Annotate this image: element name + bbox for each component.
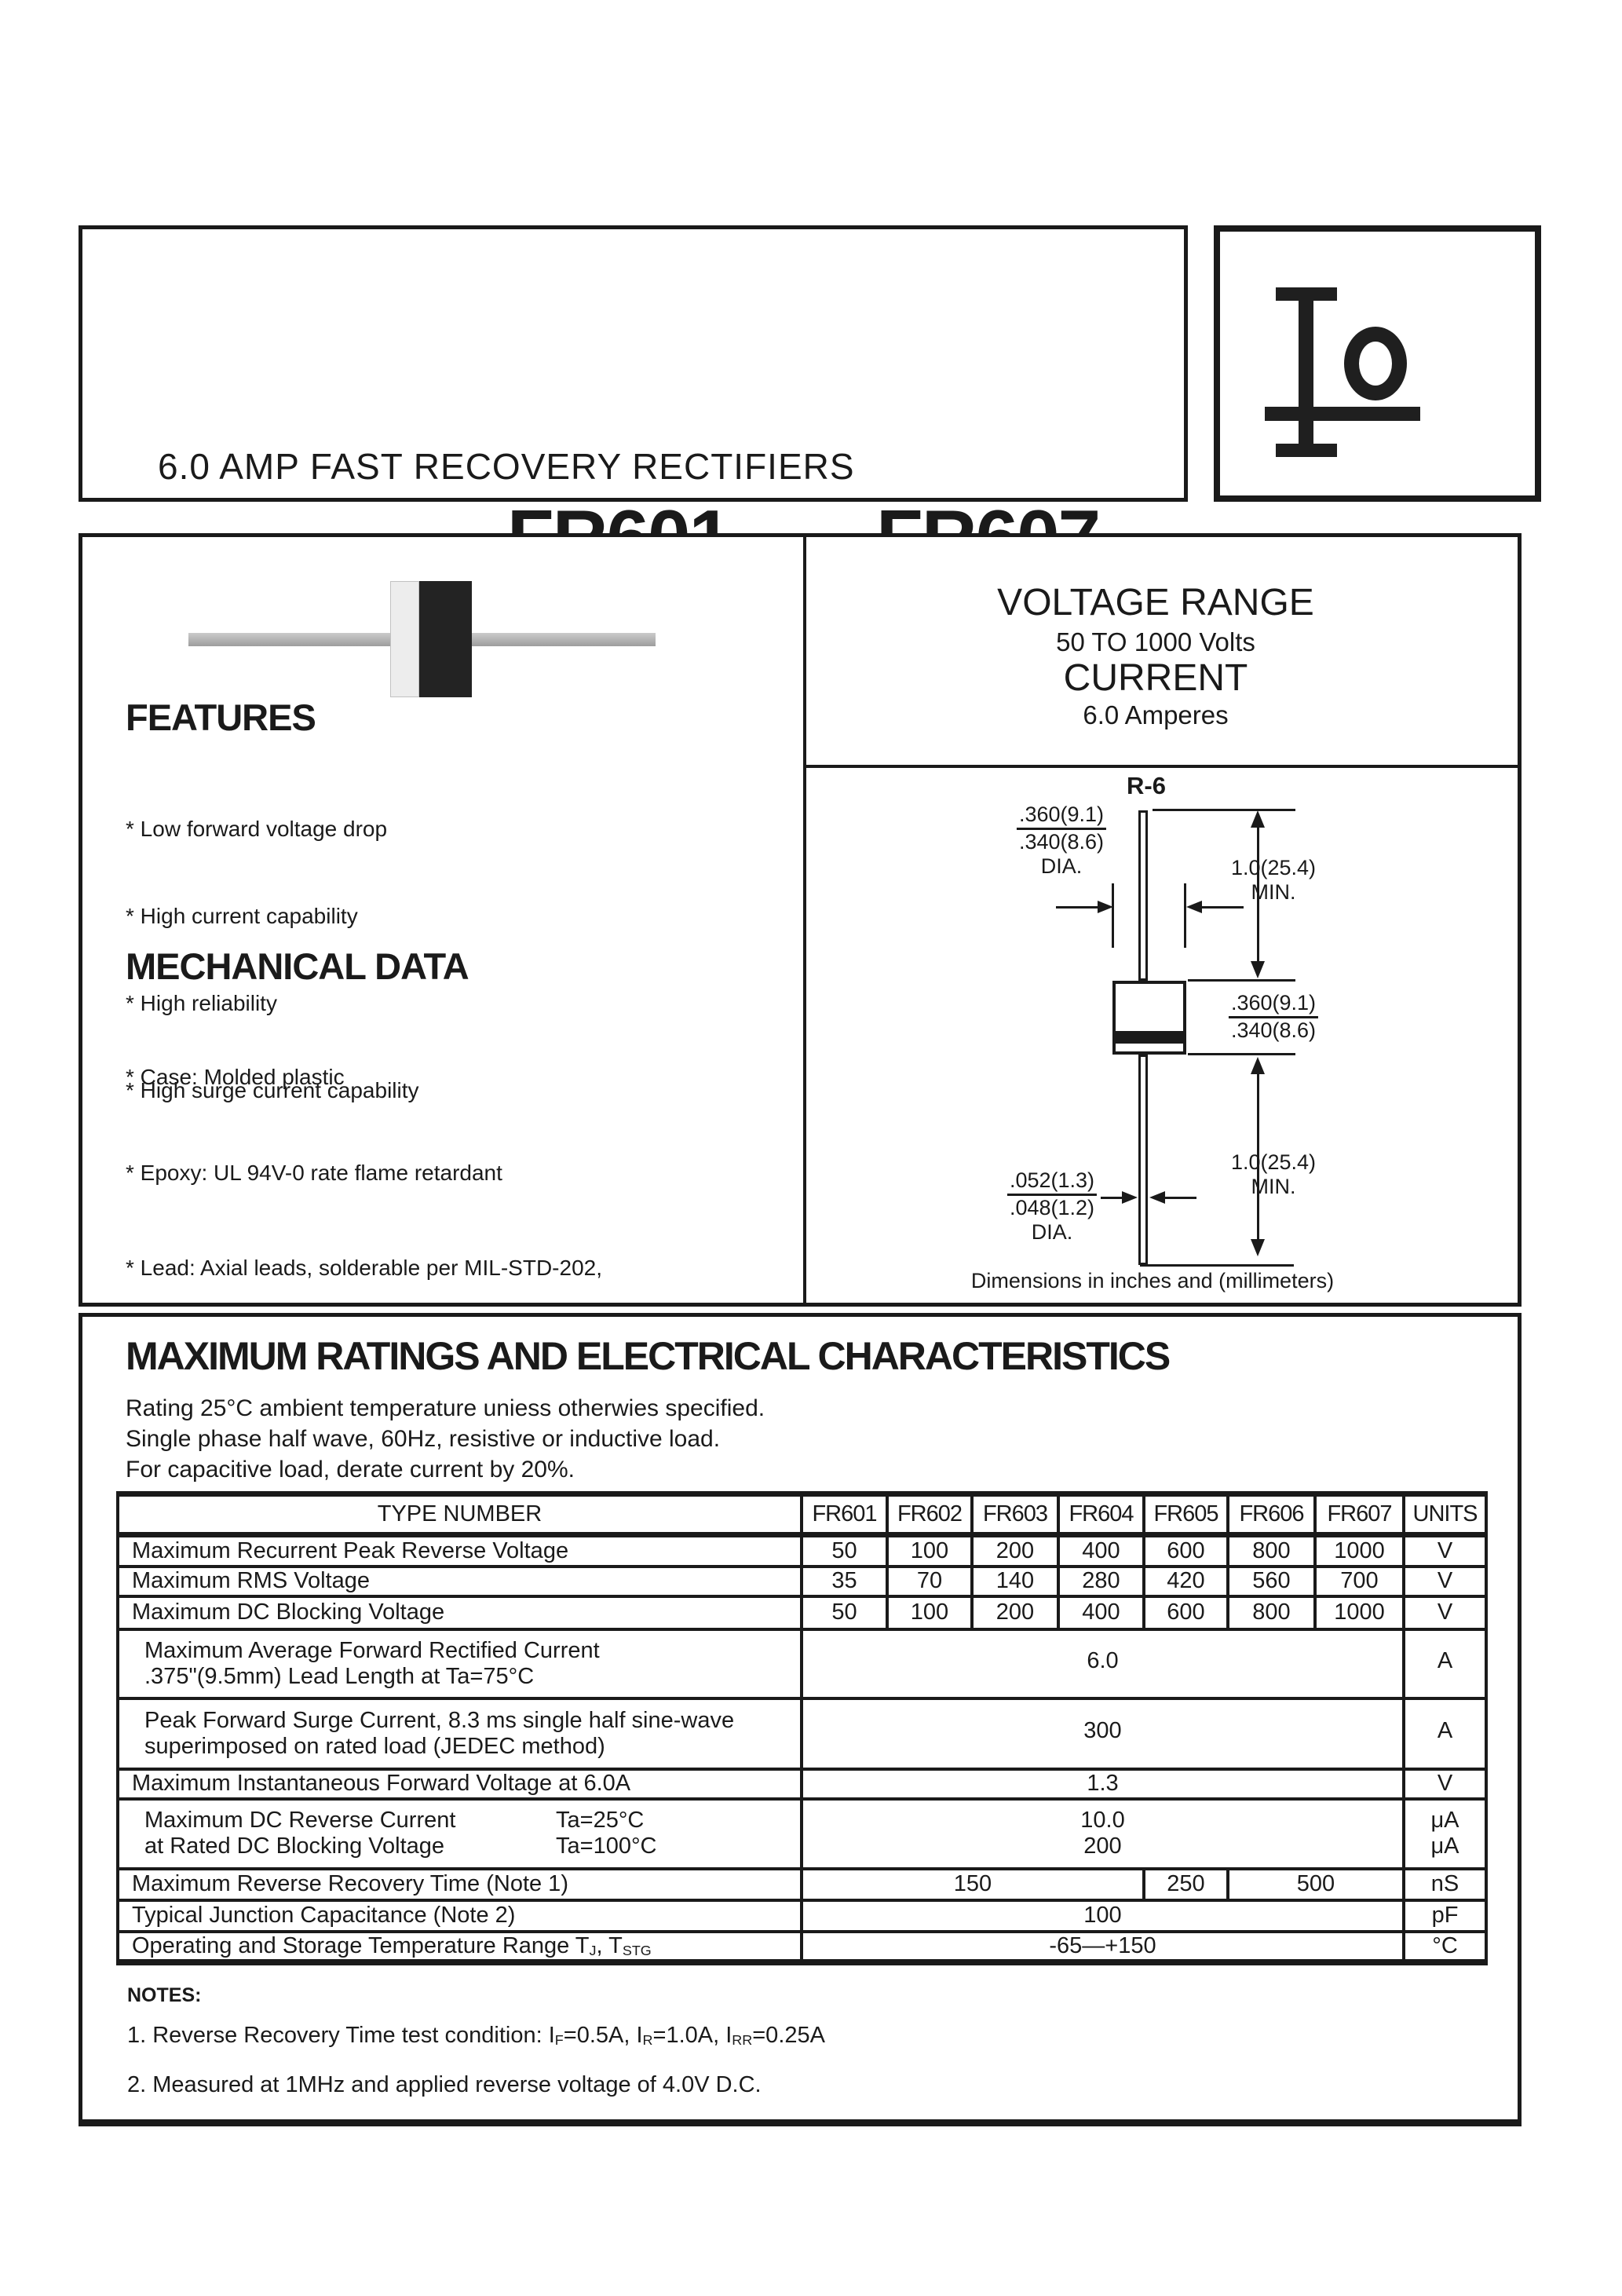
col-header-fr605: FR605	[1142, 1491, 1229, 1537]
ratings-intro: Rating 25°C ambient temperature uniess o…	[126, 1393, 765, 1485]
logo-crossbar	[1265, 407, 1420, 421]
logo-serif-bottom	[1276, 444, 1337, 457]
notes-heading: NOTES:	[127, 1984, 202, 2006]
dim-arrow-right	[1098, 901, 1113, 913]
intro-line: Rating 25°C ambient temperature uniess o…	[126, 1395, 765, 1421]
dim-line	[1257, 828, 1259, 961]
overview-box	[79, 533, 1522, 1307]
dim-line	[1202, 906, 1244, 909]
overview-right-divider	[806, 765, 1518, 768]
mechanical-item: * Case: Molded plastic	[126, 1065, 345, 1089]
diagram-cathode-band	[1116, 1031, 1183, 1044]
dim-arrow-left	[1186, 901, 1202, 913]
mechanical-heading: MECHANICAL DATA	[126, 945, 469, 987]
dim-lead-length-bottom: 1.0(25.4) MIN.	[1230, 1150, 1317, 1198]
dim-arrow-up	[1251, 810, 1265, 828]
table-row: Maximum Reverse Recovery Time (Note 1) 1…	[116, 1866, 1488, 1902]
note-1: 1. Reverse Recovery Time test condition:…	[127, 2023, 825, 2049]
ratings-heading: MAXIMUM RATINGS AND ELECTRICAL CHARACTER…	[126, 1334, 1171, 1378]
row-label: Operating and Storage Temperature Range …	[116, 1929, 803, 1965]
dim-arrow-down	[1251, 961, 1265, 978]
col-header-units: UNITS	[1402, 1491, 1488, 1537]
col-header-fr601: FR601	[800, 1491, 889, 1537]
col-header-fr604: FR604	[1057, 1491, 1145, 1537]
table-row: Maximum RMS Voltage 35 70 140 280 420 56…	[116, 1564, 1488, 1598]
dim-line	[1165, 1197, 1196, 1199]
table-row: Maximum DC Blocking Voltage 50 100 200 4…	[116, 1594, 1488, 1631]
mechanical-item: * Epoxy: UL 94V-0 rate flame retardant	[126, 1160, 502, 1185]
voltage-range-value: 50 TO 1000 Volts	[1056, 627, 1255, 656]
dim-body-length: .360(9.1) .340(8.6)	[1228, 991, 1319, 1043]
col-header-fr606: FR606	[1226, 1491, 1317, 1537]
diagram-lead-bottom	[1138, 1055, 1148, 1265]
dim-ext-line	[1153, 809, 1295, 811]
page-subtitle: 6.0 AMP FAST RECOVERY RECTIFIERS	[158, 446, 855, 487]
row-label: Maximum Instantaneous Forward Voltage at…	[116, 1767, 803, 1801]
intro-line: Single phase half wave, 60Hz, resistive …	[126, 1426, 721, 1452]
brand-logo-box	[1214, 225, 1541, 502]
feature-item: * High reliability	[126, 991, 277, 1015]
feature-item: * Low forward voltage drop	[126, 817, 388, 841]
dim-arrow-right	[1122, 1191, 1138, 1204]
table-row: Maximum Average Forward Rectified Curren…	[116, 1627, 1488, 1700]
col-header-fr603: FR603	[970, 1491, 1060, 1537]
overview-vertical-divider	[803, 533, 806, 1307]
title-box: FR601THRUFR607 6.0 AMP FAST RECOVERY REC…	[79, 225, 1188, 580]
dim-arrow-down	[1251, 1239, 1265, 1256]
ratings-table: TYPE NUMBER FR601 FR602 FR603 FR604 FR60…	[116, 1491, 1488, 1965]
logo-o-ring	[1344, 327, 1407, 400]
diode-body	[419, 581, 472, 697]
row-label: Maximum RMS Voltage	[116, 1564, 803, 1598]
row-label: Typical Junction Capacitance (Note 2)	[116, 1898, 803, 1933]
table-row: Typical Junction Capacitance (Note 2) 10…	[116, 1898, 1488, 1933]
dim-body-diameter: .360(9.1) .340(8.6) DIA.	[1016, 803, 1107, 879]
voltage-range-label: VOLTAGE RANGE	[997, 582, 1314, 623]
dim-line	[1056, 906, 1098, 909]
dim-ext-line	[1112, 883, 1114, 948]
col-header-fr602: FR602	[886, 1491, 974, 1537]
dim-ext-line	[1188, 979, 1295, 982]
intro-line: For capacitive load, derate current by 2…	[126, 1457, 575, 1483]
features-list: * Low forward voltage drop * High curren…	[126, 756, 419, 1163]
dim-arrow-up	[1251, 1057, 1265, 1074]
row-label: Maximum DC Blocking Voltage	[116, 1594, 803, 1631]
dim-ext-line	[1188, 1053, 1295, 1055]
diagram-body	[1112, 981, 1186, 1055]
row-label: Maximum DC Reverse Current Ta=25°C at Rat…	[116, 1797, 803, 1870]
row-label: Peak Forward Surge Current, 8.3 ms singl…	[116, 1696, 803, 1771]
diagram-caption: Dimensions in inches and (millimeters)	[970, 1269, 1335, 1292]
dim-ext-line	[1184, 883, 1186, 948]
logo-stem	[1299, 287, 1313, 457]
diode-cathode-band	[390, 581, 419, 697]
dim-arrow-left	[1149, 1191, 1165, 1204]
package-name: R-6	[1127, 772, 1166, 799]
col-header-fr607: FR607	[1313, 1491, 1405, 1537]
dim-ext-line	[1140, 1264, 1294, 1267]
current-value: 6.0 Amperes	[1083, 700, 1229, 729]
dim-lead-diameter: .052(1.3) .048(1.2) DIA.	[1006, 1168, 1098, 1245]
diagram-lead-top	[1138, 810, 1148, 981]
features-heading: FEATURES	[126, 696, 316, 738]
dim-line	[1101, 1197, 1122, 1199]
note-2: 2. Measured at 1MHz and applied reverse …	[127, 2072, 762, 2097]
feature-item: * High current capability	[126, 904, 358, 928]
feature-item: * High surge current capability	[126, 1078, 419, 1102]
row-label: Maximum Average Forward Rectified Curren…	[116, 1627, 803, 1700]
row-label: Maximum Recurrent Peak Reverse Voltage	[116, 1533, 803, 1568]
dim-lead-length-top: 1.0(25.4) MIN.	[1230, 856, 1317, 904]
table-header-row: TYPE NUMBER FR601 FR602 FR603 FR604 FR60…	[116, 1491, 1488, 1537]
col-header-type-number: TYPE NUMBER	[116, 1491, 803, 1537]
row-label: Maximum Reverse Recovery Time (Note 1)	[116, 1866, 803, 1902]
table-row: Peak Forward Surge Current, 8.3 ms singl…	[116, 1696, 1488, 1771]
table-row: Maximum DC Reverse Current Ta=25°C at Rat…	[116, 1797, 1488, 1870]
dim-line	[1257, 1074, 1259, 1239]
mechanical-item: * Lead: Axial leads, solderable per MIL-…	[126, 1256, 602, 1280]
table-row: Operating and Storage Temperature Range …	[116, 1929, 1488, 1965]
table-row: Maximum Instantaneous Forward Voltage at…	[116, 1767, 1488, 1801]
current-label: CURRENT	[1063, 657, 1248, 699]
table-row: Maximum Recurrent Peak Reverse Voltage 5…	[116, 1533, 1488, 1568]
